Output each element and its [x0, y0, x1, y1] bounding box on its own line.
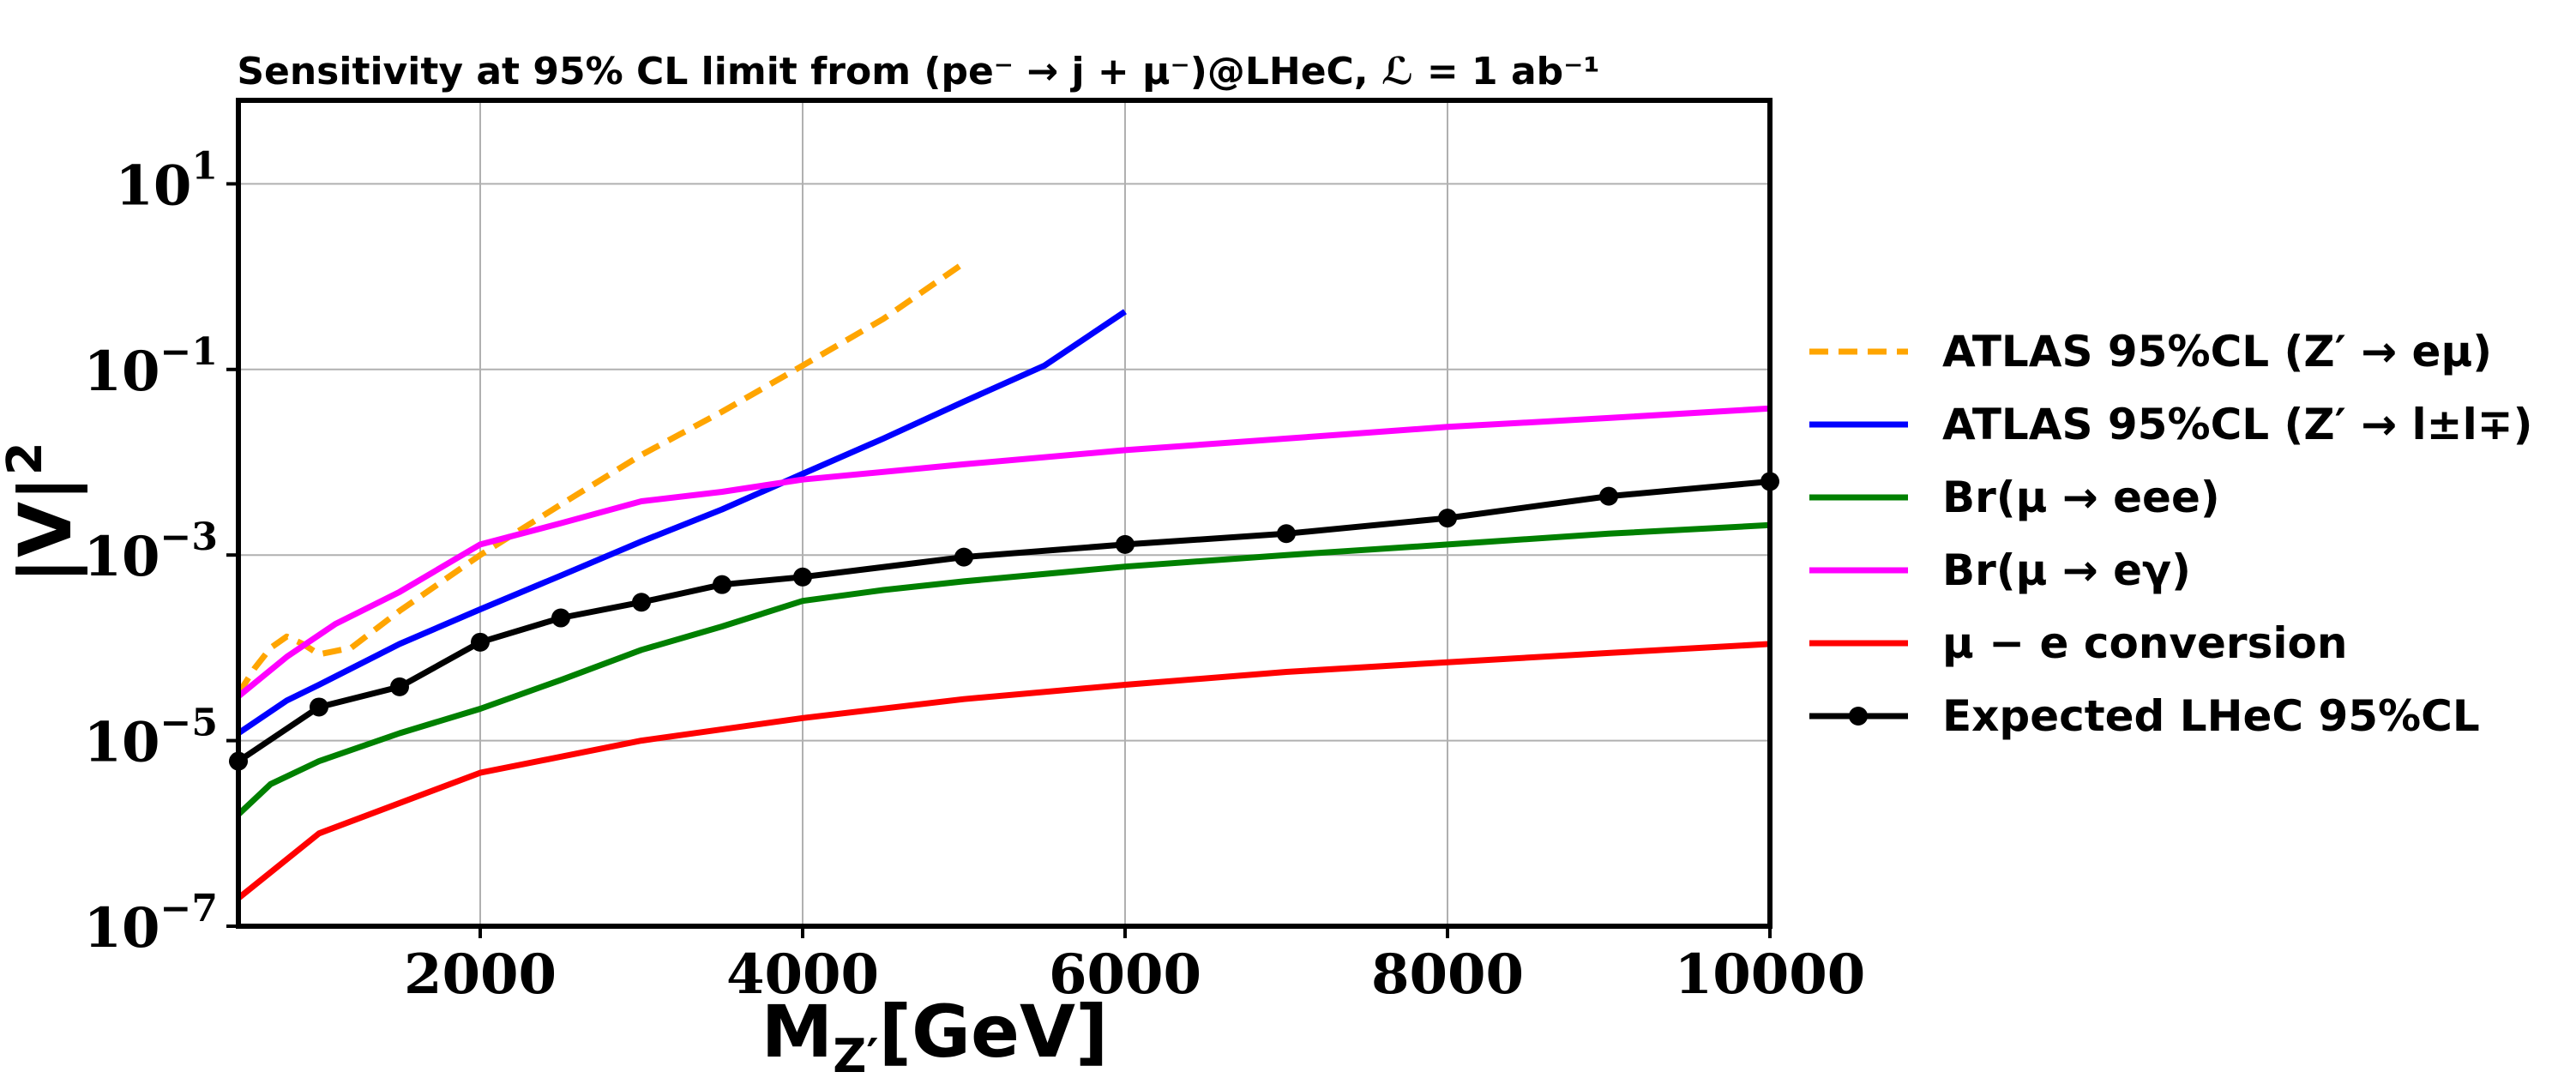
y-tick-label: 10−5 [83, 702, 218, 775]
y-tick-label: 10−1 [83, 330, 218, 404]
y-tick-label: 10−3 [83, 515, 218, 589]
series-line-6 [237, 479, 1771, 764]
series-point [713, 575, 731, 594]
legend-label: ATLAS 95%CL (Z′ → eμ) [1942, 327, 2492, 376]
y-axis-ticks: 101 10−1 10−3 10−5 10−7 [83, 144, 238, 961]
series-line-3 [236, 521, 1771, 817]
legend-label: ATLAS 95%CL (Z′ → l±l∓) [1942, 400, 2532, 449]
y-axis-label-text: |V|2 [0, 442, 87, 583]
legend-marker [1849, 707, 1868, 726]
x-tick-label: 10000 [1675, 942, 1866, 1007]
x-tick-label: 4000 [726, 942, 879, 1007]
x-axis-label: MZ′[GeV] [761, 990, 1109, 1083]
series-point [1599, 486, 1618, 506]
series-line-5 [236, 641, 1771, 901]
series-line-2 [237, 309, 1127, 736]
series-point [954, 547, 973, 567]
x-tick-label: 8000 [1371, 942, 1524, 1007]
series-point [471, 632, 490, 652]
y-axis-label: |V|2 [0, 442, 87, 583]
y-tick-label: 101 [115, 144, 218, 218]
series-point [310, 697, 328, 717]
legend-label: Br(μ → eee) [1942, 473, 2220, 522]
x-tick-label: 2000 [404, 942, 557, 1007]
x-tick-label: 6000 [1049, 942, 1201, 1007]
series-layer [229, 260, 1779, 901]
y-tick-label: 10−7 [83, 887, 218, 961]
series-point [1438, 509, 1457, 528]
series-point [632, 593, 651, 612]
x-axis-ticks: 2000 4000 6000 8000 10000 [404, 926, 1865, 1007]
plot-frame [236, 98, 1773, 929]
series-point [390, 677, 409, 696]
series-point [793, 567, 812, 587]
chart-title: Sensitivity at 95% CL limit from (pe⁻ → … [237, 50, 1599, 93]
series-point [1116, 534, 1135, 554]
series-point [551, 608, 570, 628]
series-line-1 [236, 260, 966, 696]
legend-label: Expected LHeC 95%CL [1942, 691, 2480, 741]
x-axis-label-text: MZ′[GeV] [761, 990, 1109, 1083]
legend: ATLAS 95%CL (Z′ → eμ) ATLAS 95%CL (Z′ → l… [1809, 327, 2532, 741]
series-point [1277, 524, 1296, 544]
legend-label: Br(μ → eγ) [1942, 545, 2191, 595]
legend-label: μ − e conversion [1942, 618, 2347, 668]
series-line-4 [236, 405, 1771, 699]
